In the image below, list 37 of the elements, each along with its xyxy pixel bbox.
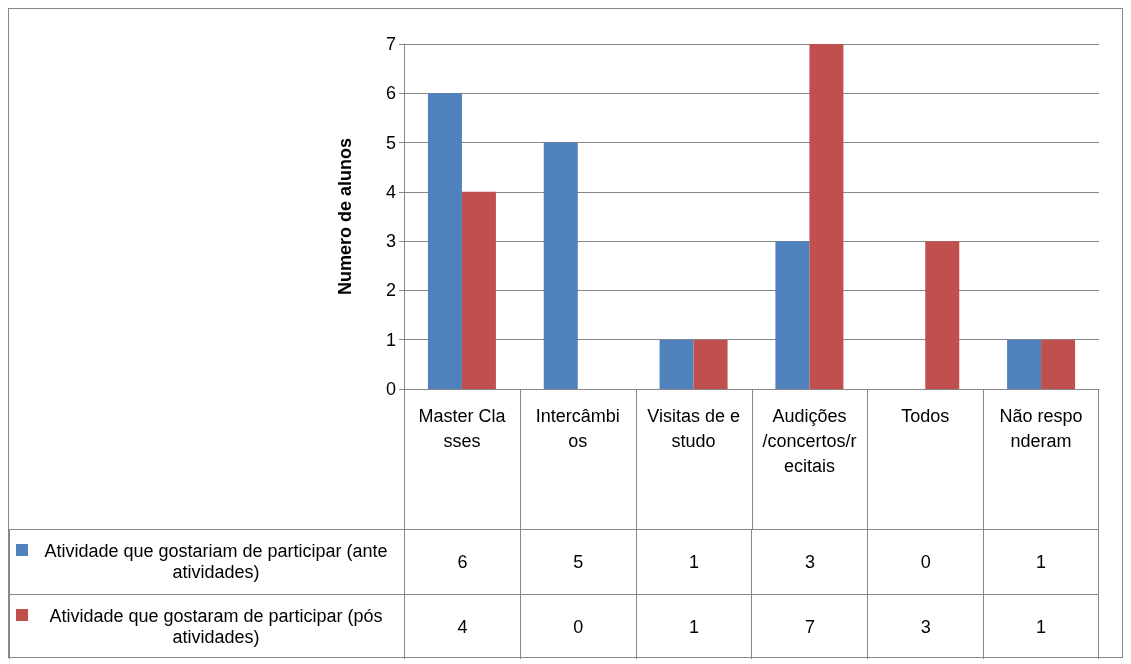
y-tick-label: 6: [385, 83, 396, 104]
y-tick-label: 4: [385, 181, 396, 202]
y-tick-label: 0: [385, 379, 396, 399]
y-tick-label: 3: [385, 231, 396, 252]
x-tick-label: Master Classes: [418, 405, 507, 451]
bar: [1007, 339, 1042, 389]
bar: [809, 44, 844, 389]
bar: [543, 142, 578, 389]
data-label: 3: [751, 530, 868, 594]
data-label: 1: [635, 530, 752, 594]
data-label: 1: [983, 530, 1099, 594]
y-tick-label: 5: [385, 132, 396, 153]
bar: [461, 191, 496, 389]
y-tick-label: 1: [385, 329, 396, 350]
data-label: 7: [751, 595, 868, 659]
bar: [693, 339, 728, 389]
x-tick-label: Audições/concertos/recitais: [762, 405, 857, 476]
bar: [659, 339, 694, 389]
bar: [1041, 339, 1076, 389]
legend-label: Atividade que gostariam de participar (ante atividades): [43, 541, 389, 583]
data-label: 3: [867, 595, 984, 659]
data-label: 1: [983, 595, 1099, 659]
data-label: 1: [635, 595, 752, 659]
y-axis-title: Numero de alunos: [335, 137, 355, 296]
x-tick-label: Não responderam: [999, 405, 1083, 451]
x-tick-label: Todos: [901, 405, 950, 426]
x-tick-label: Visitas de estudo: [647, 405, 740, 451]
x-tick-label: Intercâmbios: [535, 405, 620, 451]
bar: [925, 241, 960, 389]
data-label: 5: [519, 530, 636, 594]
legend-label: Atividade que gostaram de participar (pós atividades): [48, 606, 384, 648]
y-tick-label: 7: [385, 34, 396, 54]
bar: [427, 93, 462, 389]
y-tick-label: 2: [385, 280, 396, 301]
data-label: 0: [519, 595, 636, 659]
bar: [775, 241, 810, 389]
data-label: 0: [867, 530, 984, 594]
